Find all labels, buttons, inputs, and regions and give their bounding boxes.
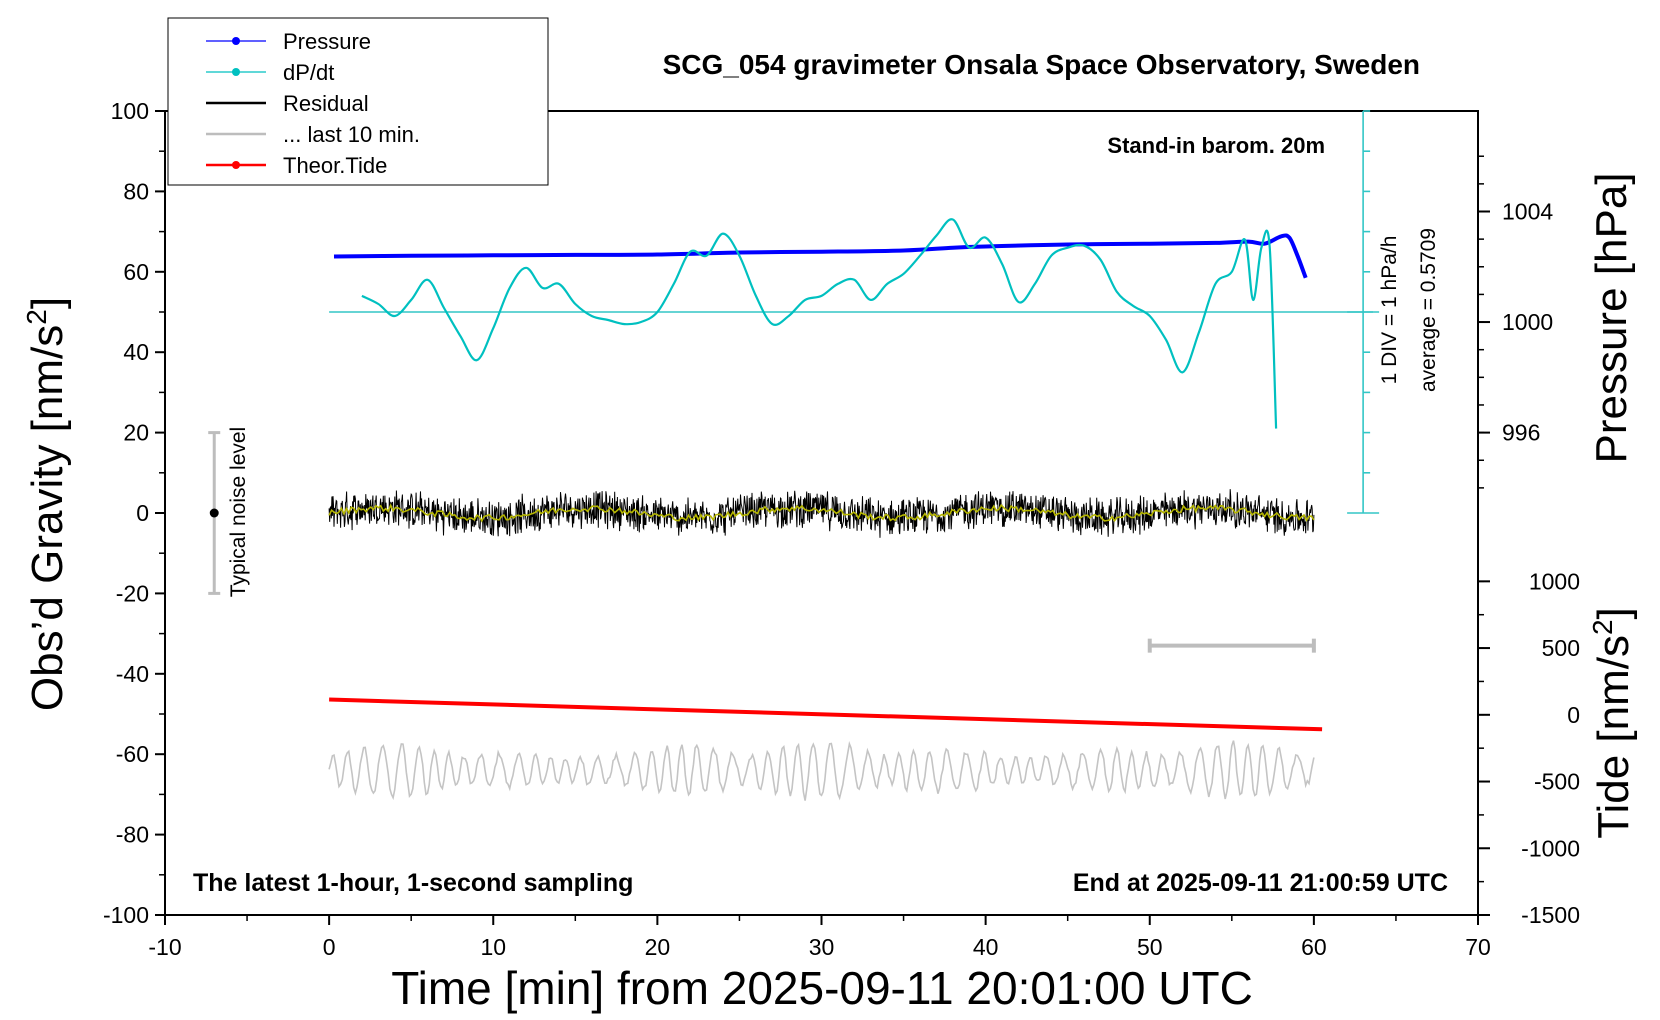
residual-series-line bbox=[328, 489, 1315, 538]
plot-frame-layer: -10 0 10 20 30 40 50 60 70-100-80-60-40-20020406… bbox=[103, 98, 1580, 960]
x-tick-label: 20 bbox=[645, 934, 671, 960]
pressure-tick-label: 1000 bbox=[1502, 309, 1553, 335]
y-tick-label: 0 bbox=[136, 500, 149, 526]
y-tick-label: -80 bbox=[116, 822, 149, 848]
y-axis-label-tide-sup: 2 bbox=[1587, 619, 1618, 635]
y-tick-label: -20 bbox=[116, 580, 149, 606]
legend: Pressure dP/dt Residual ... last 10 min. The… bbox=[167, 17, 549, 186]
tide-tick-label: 500 bbox=[1542, 635, 1580, 661]
y-axis-label-pressure: Pressure [hPa] bbox=[1587, 172, 1636, 463]
noise-center-dot bbox=[209, 508, 219, 518]
chart-title: SCG_054 gravimeter Onsala Space Observat… bbox=[663, 49, 1420, 80]
x-tick-label: 60 bbox=[1301, 934, 1327, 960]
legend-label: Pressure bbox=[283, 29, 371, 54]
residual-smoothed-line bbox=[328, 503, 1315, 523]
scale-average-annotation: average = 0.5709 bbox=[1417, 228, 1440, 392]
scale-div-annotation: 1 DIV = 1 hPa/h bbox=[1378, 236, 1401, 385]
y-axis-label-left-sup: 2 bbox=[21, 309, 52, 325]
y-tick-label: 20 bbox=[123, 420, 149, 446]
last10-series-line bbox=[328, 740, 1315, 801]
y-tick-label: 80 bbox=[123, 178, 149, 204]
y-axis-label-tide: Tide [nm/s2] bbox=[1587, 607, 1638, 839]
pressure-tick-label: 1004 bbox=[1502, 199, 1553, 225]
tide-tick-label: -500 bbox=[1534, 769, 1580, 795]
x-tick-label: 10 bbox=[480, 934, 506, 960]
y-tick-label: -100 bbox=[103, 902, 149, 928]
dpdt-series-line bbox=[361, 218, 1278, 429]
noise-level-label: Typical noise level bbox=[227, 427, 250, 597]
y-tick-label: 100 bbox=[111, 98, 149, 124]
pressure-series-line bbox=[333, 233, 1308, 279]
bottom-right-annotation: End at 2025-09-11 21:00:59 UTC bbox=[1073, 869, 1448, 897]
y-tick-label: 40 bbox=[123, 339, 149, 365]
bottom-left-annotation: The latest 1-hour, 1-second sampling bbox=[193, 869, 633, 897]
legend-marker bbox=[232, 161, 240, 169]
text-layer: SCG_054 gravimeter Onsala Space Observat… bbox=[21, 49, 1638, 1014]
y-axis-label-left-end: ] bbox=[23, 297, 72, 309]
legend-label: Residual bbox=[283, 91, 369, 116]
y-axis-label-tide-main: Tide [nm/s bbox=[1589, 635, 1638, 839]
x-tick-label: 0 bbox=[323, 934, 336, 960]
barometer-annotation: Stand-in barom. 20m bbox=[1107, 133, 1325, 158]
x-tick-label: -10 bbox=[148, 934, 181, 960]
tide-series-line bbox=[329, 697, 1323, 732]
legend-marker bbox=[232, 37, 240, 45]
tide-tick-label: -1500 bbox=[1521, 902, 1580, 928]
y-tick-label: 60 bbox=[123, 259, 149, 285]
x-tick-label: 70 bbox=[1465, 934, 1491, 960]
x-tick-label: 30 bbox=[809, 934, 835, 960]
y-axis-label-tide-end: ] bbox=[1589, 607, 1638, 619]
tide-tick-label: -1000 bbox=[1521, 835, 1580, 861]
y-axis-label-left-main: Obs’d Gravity [nm/s bbox=[23, 325, 72, 711]
x-tick-label: 40 bbox=[973, 934, 999, 960]
legend-box bbox=[167, 17, 549, 186]
y-tick-label: -60 bbox=[116, 741, 149, 767]
y-axis-label-left: Obs’d Gravity [nm/s2] bbox=[21, 297, 72, 711]
tide-tick-label: 1000 bbox=[1529, 568, 1580, 594]
legend-label: Theor.Tide bbox=[283, 153, 387, 178]
x-axis-label: Time [min] from 2025-09-11 20:01:00 UTC bbox=[391, 962, 1253, 1014]
data-layer bbox=[208, 110, 1380, 801]
pressure-tick-label: 996 bbox=[1502, 420, 1540, 446]
y-tick-label: -40 bbox=[116, 661, 149, 687]
legend-marker bbox=[232, 68, 240, 76]
legend-label: ... last 10 min. bbox=[283, 122, 420, 147]
tide-tick-label: 0 bbox=[1567, 702, 1580, 728]
legend-label: dP/dt bbox=[283, 60, 334, 85]
x-tick-label: 50 bbox=[1137, 934, 1163, 960]
